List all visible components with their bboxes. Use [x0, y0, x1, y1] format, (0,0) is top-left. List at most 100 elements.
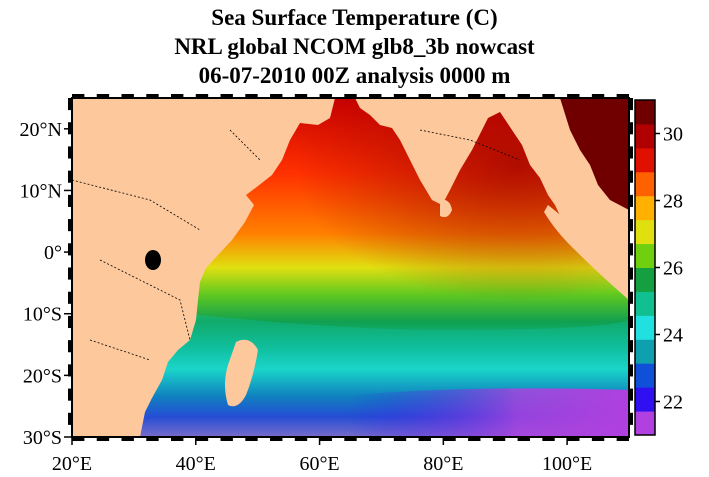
madagascar-island [225, 339, 258, 407]
colorbar-swatch [635, 339, 655, 364]
frame-stripe-bottom [468, 437, 481, 441]
frame-stripe-top [245, 94, 258, 98]
frame-stripe-top [542, 94, 555, 98]
colorbar-swatch [635, 267, 655, 292]
frame-stripe-left [68, 315, 72, 329]
colorbar-swatch [635, 171, 655, 197]
frame-stripe-bottom [418, 437, 431, 441]
frame-stripe-bottom [220, 437, 233, 441]
frame-stripe-bottom [270, 437, 283, 441]
colorbar-swatch [635, 147, 655, 173]
frame-stripe-top [468, 94, 481, 98]
lat-tick-label: 10°S [23, 304, 62, 326]
colorbar-tick-label: 24 [663, 325, 683, 347]
colorbar-swatch [635, 291, 655, 316]
frame-stripe-top [517, 94, 530, 98]
frame-stripe-top [344, 94, 357, 98]
colorbar-swatch [635, 219, 655, 245]
frame-stripe-left [68, 146, 72, 159]
frame-stripe-top [121, 94, 134, 98]
frame-stripe-left [68, 291, 72, 304]
frame-stripe-top [146, 94, 159, 98]
lat-tick-label: 20°S [23, 365, 62, 387]
frame-stripe-top [591, 94, 605, 98]
frame-stripe-top [171, 94, 184, 98]
frame-stripe-bottom [492, 437, 506, 441]
colorbar-tick-label: 28 [663, 191, 683, 213]
colorbar-swatch [635, 411, 655, 436]
frame-stripe-bottom [517, 437, 530, 441]
frame-stripe-right [629, 219, 633, 232]
colorbar-swatch [635, 243, 655, 268]
frame-stripe-top [96, 94, 110, 98]
longitude-axis: 20°E 40°E 60°E 80°E 100°E [52, 94, 629, 475]
frame-stripe-right [629, 194, 633, 207]
colorbar-swatch [635, 195, 655, 221]
frame-stripe-bottom [245, 437, 258, 441]
cold-southern-water [350, 388, 629, 437]
lon-tick-label: 100°E [542, 453, 592, 475]
land-masses [72, 98, 629, 437]
frame-stripe-right [629, 170, 633, 183]
map-title-line-2: NRL global NCOM glb8_3b nowcast [174, 34, 535, 59]
lon-tick-label: 60°E [299, 453, 339, 475]
sumatra-island [544, 205, 629, 300]
frame-stripe-top [369, 94, 382, 98]
lat-tick-label: 10°N [20, 180, 62, 202]
frame-stripe-top [418, 94, 431, 98]
frame-stripe-left [68, 364, 72, 377]
india-asia-landmass [355, 98, 629, 290]
frame-stripe-right [629, 315, 633, 329]
frame-stripe-top [72, 94, 85, 98]
frame-stripe-top [443, 94, 456, 98]
frame-stripe-left [68, 388, 72, 401]
frame-stripe-bottom [121, 437, 134, 441]
frame-stripe-bottom [72, 437, 85, 441]
frame-stripe-right [629, 98, 633, 111]
frame-stripe-bottom [591, 437, 605, 441]
lat-tick-label: 0° [44, 242, 62, 264]
frame-stripe-bottom [369, 437, 382, 441]
colorbar-axis: 30 28 26 24 22 [655, 124, 683, 414]
frame-stripe-right [629, 243, 633, 256]
frame-stripe-left [68, 267, 72, 280]
frame-stripe-top [616, 94, 629, 98]
lon-tick-label: 20°E [52, 453, 92, 475]
colorbar-swatch [635, 363, 655, 388]
country-borders [72, 129, 521, 361]
colorbar-tick-label: 22 [663, 392, 683, 414]
frame-stripe-top [567, 94, 580, 98]
latitude-axis: 20°N 10°N 0° 10°S 20°S 30°S [20, 98, 633, 449]
colorbar-swatch [635, 123, 655, 149]
lon-tick-label: 40°E [176, 453, 216, 475]
colorbar-tick-label: 30 [663, 124, 683, 146]
frame-stripe-top [393, 94, 407, 98]
frame-stripe-bottom [567, 437, 580, 441]
frame-stripe-top [492, 94, 506, 98]
map-plot-area [72, 98, 629, 437]
africa-arabia-landmass [72, 98, 335, 437]
frame-stripe-bottom [344, 437, 357, 441]
frame-stripe-left [68, 340, 72, 353]
frame-stripe-bottom [195, 437, 209, 441]
frame-stripe-bottom [319, 437, 332, 441]
frame-stripe-bottom [393, 437, 407, 441]
frame-stripe-bottom [96, 437, 110, 441]
frame-stripe-left [68, 243, 72, 256]
frame-stripe-bottom [542, 437, 555, 441]
frame-stripe-right [629, 364, 633, 377]
colorbar-swatch [635, 100, 655, 125]
colorbar [635, 100, 655, 436]
frame-stripe-left [68, 194, 72, 207]
frame-stripe-bottom [616, 437, 629, 441]
frame-stripe-right [629, 388, 633, 401]
map-title-line-3: 06-07-2010 00Z analysis 0000 m [198, 63, 511, 88]
lake-victoria [145, 250, 161, 270]
frame-stripe-bottom [171, 437, 184, 441]
lat-tick-label: 20°N [20, 119, 62, 141]
frame-stripe-right [629, 146, 633, 159]
frame-stripe-left [68, 412, 72, 425]
frame-stripe-right [629, 340, 633, 353]
frame-stripe-top [319, 94, 332, 98]
